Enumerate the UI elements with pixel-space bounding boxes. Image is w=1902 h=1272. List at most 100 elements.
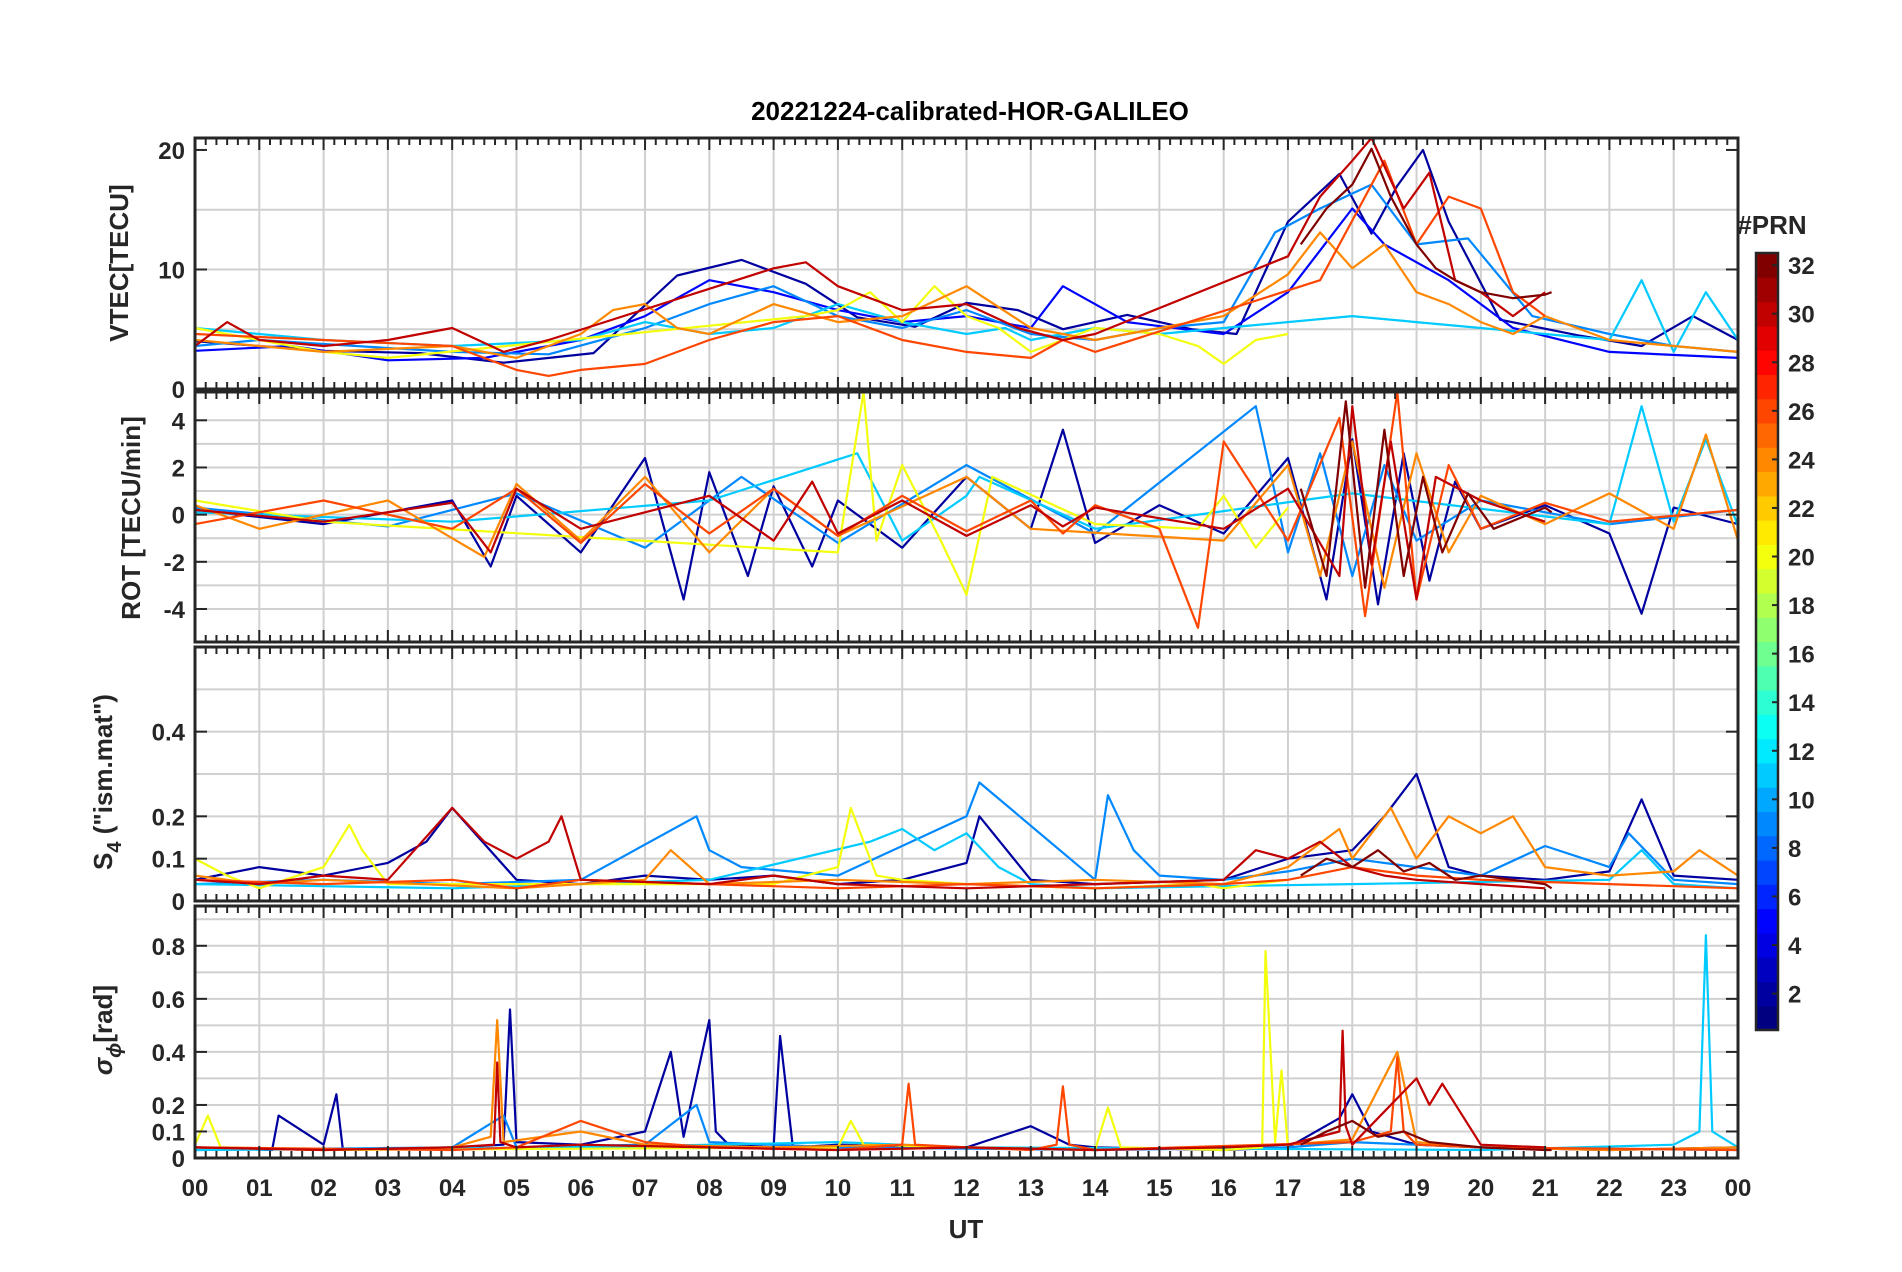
colorbar-tick-label: 16 <box>1788 642 1815 669</box>
panel-s4: 0 0.1 0.2 0.4 S4 ("ism.mat") <box>88 645 1740 916</box>
y-axis-label-sigma_phi: σϕ[rad] <box>88 985 126 1075</box>
panel-frame <box>193 136 1740 391</box>
y-tick-label: 0.6 <box>152 987 185 1014</box>
series-line-prn-20 <box>195 392 1289 596</box>
x-tick-label: 02 <box>310 1175 337 1202</box>
colorbar-tick-label: 24 <box>1788 447 1815 474</box>
colorbar-segment <box>1756 374 1778 400</box>
y-tick-label: 0.2 <box>152 1093 185 1120</box>
y-axis-label-s4: S4 ("ism.mat") <box>88 694 126 870</box>
series-line-prn-2 <box>195 772 1738 886</box>
panel-frame <box>193 390 1740 644</box>
x-tick-label: 20 <box>1467 1175 1494 1202</box>
x-tick-label: 22 <box>1596 1175 1623 1202</box>
colorbar-tick-label: 6 <box>1788 884 1801 911</box>
colorbar-segment <box>1756 981 1778 1007</box>
y-tick-label: 2 <box>172 455 185 482</box>
colorbar-segment <box>1756 325 1778 351</box>
x-tick-label: 21 <box>1532 1175 1559 1202</box>
series-line-prn-26 <box>195 159 1546 377</box>
panel-frame <box>193 645 1740 903</box>
x-tick-label: 10 <box>825 1175 852 1202</box>
colorbar-segment <box>1756 277 1778 303</box>
colorbar-segment <box>1756 860 1778 885</box>
series-line-prn-32 <box>1299 400 1553 589</box>
colorbar-segment <box>1756 350 1778 376</box>
colorbar-segment <box>1756 568 1778 594</box>
series-line-prn-9 <box>195 183 1738 356</box>
x-tick-label: 07 <box>632 1175 659 1202</box>
colorbar-tick-label: 18 <box>1788 593 1815 620</box>
colorbar-segment <box>1756 641 1778 667</box>
x-tick-label: 13 <box>1017 1175 1044 1202</box>
x-tick-label: 12 <box>953 1175 980 1202</box>
x-tick-label: 01 <box>246 1175 273 1202</box>
x-tick-label: 03 <box>375 1175 402 1202</box>
colorbar-title: #PRN <box>1737 210 1806 240</box>
series-line-prn-30 <box>195 806 1546 890</box>
colorbar-tick-label: 10 <box>1788 787 1815 814</box>
x-tick-label: 05 <box>503 1175 530 1202</box>
x-tick-label: 04 <box>439 1175 466 1202</box>
x-tick-label: 16 <box>1210 1175 1237 1202</box>
x-tick-label: 00 <box>182 1175 209 1202</box>
x-tick-label: 17 <box>1275 1175 1302 1202</box>
colorbar-segment <box>1756 932 1778 958</box>
colorbar-segment <box>1756 787 1778 813</box>
colorbar-tick-label: 20 <box>1788 545 1815 572</box>
y-tick-label: 0.1 <box>152 1119 185 1146</box>
colorbar-segment <box>1756 422 1778 448</box>
y-tick-label: 0 <box>172 377 185 404</box>
y-tick-label: 4 <box>172 408 186 435</box>
x-tick-label: 14 <box>1082 1175 1109 1202</box>
x-tick-label: 09 <box>760 1175 787 1202</box>
colorbar-tick-label: 2 <box>1788 982 1801 1009</box>
y-tick-label: 0.1 <box>152 847 185 874</box>
x-tick-label: 08 <box>696 1175 723 1202</box>
colorbar-segment <box>1756 301 1778 327</box>
x-axis-label: UT <box>949 1214 984 1244</box>
colorbar-segment <box>1756 714 1778 740</box>
y-tick-label: 0 <box>172 503 185 530</box>
colorbar-segment <box>1756 471 1778 497</box>
colorbar-tick-label: 4 <box>1788 933 1802 960</box>
colorbar-segment <box>1756 398 1778 424</box>
colorbar-tick-label: 8 <box>1788 836 1801 863</box>
colorbar-segment <box>1756 690 1778 715</box>
y-axis-label-vtec: VTEC[TECU] <box>104 184 134 341</box>
series-line-prn-24 <box>195 433 1738 589</box>
colorbar-frame <box>1754 251 1780 1032</box>
colorbar-segment <box>1756 253 1778 278</box>
x-tick-label: 19 <box>1403 1175 1430 1202</box>
colorbar-tick-label: 12 <box>1788 739 1815 766</box>
series-line-prn-30 <box>195 138 1546 353</box>
y-tick-label: 10 <box>158 257 185 284</box>
colorbar-segment <box>1756 617 1778 643</box>
y-tick-label: 20 <box>158 138 185 165</box>
x-tick-label: 06 <box>567 1175 594 1202</box>
colorbar-segment <box>1756 762 1778 788</box>
colorbar-segment <box>1756 957 1778 983</box>
colorbar-segment <box>1756 544 1778 570</box>
series-line-prn-32 <box>1300 1119 1552 1152</box>
colorbar-segment <box>1756 835 1778 861</box>
panel-frame <box>193 904 1740 1160</box>
y-tick-label: 0.4 <box>152 1040 186 1067</box>
colorbar-segment <box>1756 811 1778 837</box>
series-group <box>195 392 1738 629</box>
y-tick-label: 0.8 <box>152 934 185 961</box>
panel-rot: -4 -2 0 2 4 ROT [TECU/min] <box>116 390 1740 644</box>
series-line-prn-9 <box>195 781 1738 886</box>
colorbar-segment <box>1756 447 1778 473</box>
x-tick-label: 18 <box>1339 1175 1366 1202</box>
colorbar-tick-label: 26 <box>1788 399 1815 426</box>
x-tick-label: 23 <box>1660 1175 1687 1202</box>
colorbar-tick-label: 22 <box>1788 496 1815 523</box>
colorbar-tick-label: 14 <box>1788 690 1815 717</box>
series-line-prn-20 <box>195 285 1289 365</box>
y-tick-label: 0 <box>172 889 185 916</box>
series-group <box>195 772 1738 890</box>
